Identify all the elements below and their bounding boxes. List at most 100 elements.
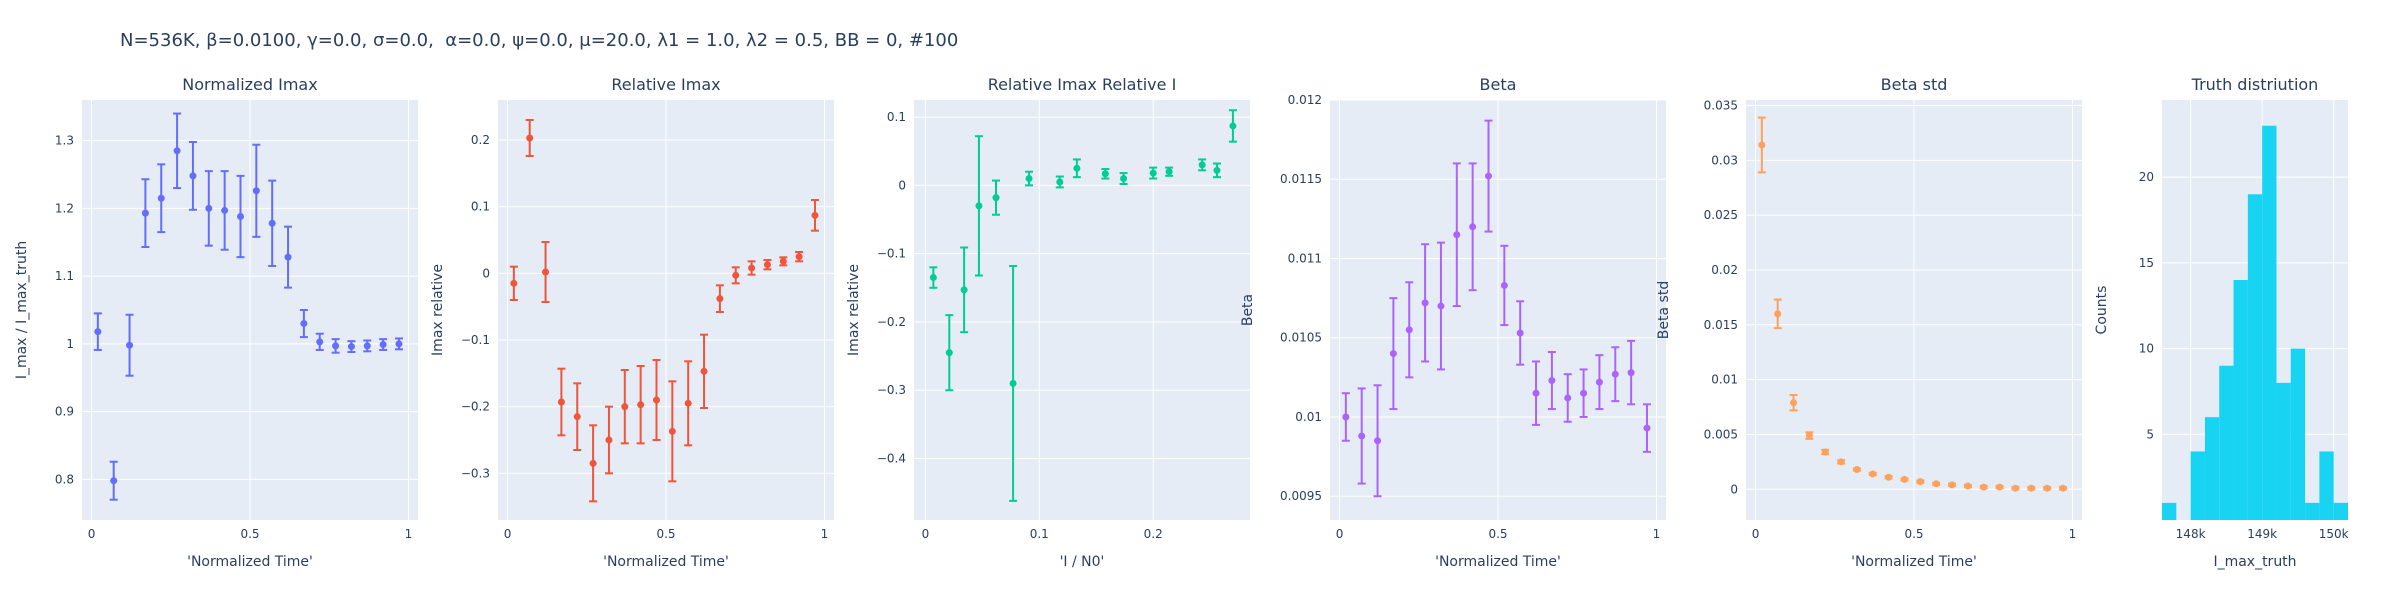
data-point [1374, 437, 1382, 445]
data-point [637, 401, 645, 409]
data-point [1342, 413, 1350, 421]
data-point [2043, 484, 2051, 492]
data-point [1980, 483, 1988, 491]
data-point [141, 209, 149, 217]
data-point [1516, 329, 1524, 337]
data-point [1948, 481, 1956, 489]
data-point [189, 172, 197, 180]
data-point [811, 211, 819, 219]
figure-title: N=536K, β=0.0100, γ=0.0, σ=0.0, α=0.0, ψ… [120, 30, 959, 51]
x-tick-label: 1 [821, 527, 829, 541]
x-tick-label: 0.5 [1488, 527, 1507, 541]
data-point [1101, 170, 1109, 178]
y-tick-label: 1.1 [55, 269, 74, 283]
x-tick-label: 0.5 [1904, 527, 1923, 541]
data-point [589, 459, 597, 467]
data-point [1964, 482, 1972, 490]
y-axis-label: Imax relative [430, 264, 446, 356]
y-tick-label: 5 [2146, 427, 2154, 441]
data-point [379, 341, 387, 349]
data-point [1900, 475, 1908, 483]
histogram-bar [2290, 348, 2306, 520]
y-tick-label: 0.9 [55, 405, 74, 419]
data-point [1627, 369, 1635, 377]
x-tick-label: 1 [405, 527, 413, 541]
data-point [316, 338, 324, 346]
data-point [960, 286, 968, 294]
data-point [363, 342, 371, 350]
histogram-bar [2276, 382, 2291, 520]
y-tick-label: 0.1 [471, 200, 490, 214]
y-tick-label: 0 [898, 178, 906, 192]
data-point [332, 342, 340, 350]
data-point [1500, 281, 1508, 289]
data-point [395, 340, 403, 348]
y-axis-label: Beta std [1656, 281, 1672, 339]
data-point [1389, 350, 1397, 358]
y-tick-label: 0.005 [1704, 427, 1738, 441]
y-tick-label: 1.3 [55, 134, 74, 148]
y-tick-label: 0.025 [1704, 208, 1738, 222]
data-point [1056, 178, 1064, 186]
y-tick-label: 0.8 [55, 472, 74, 486]
data-point [268, 219, 276, 227]
data-point [347, 343, 355, 351]
data-point [2011, 484, 2019, 492]
subplot-title: Beta std [1881, 75, 1948, 94]
data-point [1421, 299, 1429, 307]
data-point [748, 264, 756, 272]
x-tick-label: 0 [1752, 527, 1760, 541]
x-tick-label: 0 [922, 527, 930, 541]
data-point [1165, 168, 1173, 176]
data-point [1790, 399, 1798, 407]
data-point [1009, 379, 1017, 387]
plot-area [914, 100, 1250, 520]
data-point [1198, 161, 1206, 169]
subplot-title: Beta [1480, 75, 1517, 94]
y-tick-label: −0.4 [877, 452, 906, 466]
y-tick-label: 0.012 [1288, 93, 1322, 107]
data-point [1453, 231, 1461, 239]
y-axis-label: Imax relative [846, 264, 862, 356]
x-axis-label: 'I / N0' [1060, 554, 1105, 570]
data-point [1805, 432, 1813, 440]
y-tick-label: 0.01 [1295, 410, 1322, 424]
data-point [1025, 175, 1033, 183]
y-tick-label: 0.1 [887, 110, 906, 124]
data-point [621, 403, 629, 411]
data-point [1774, 310, 1782, 318]
data-point [110, 477, 118, 485]
data-point [763, 261, 771, 269]
data-point [732, 271, 740, 279]
data-point [1149, 169, 1157, 177]
data-point [173, 147, 181, 155]
data-point [236, 213, 244, 221]
data-point [605, 436, 613, 444]
data-point [1548, 377, 1556, 385]
y-tick-label: −0.1 [877, 247, 906, 261]
histogram-bar [2233, 280, 2248, 520]
y-tick-label: 0 [482, 266, 490, 280]
data-point [1213, 166, 1221, 174]
data-point [1821, 448, 1829, 456]
y-tick-label: 0.02 [1711, 263, 1738, 277]
x-tick-label: 0 [504, 527, 512, 541]
data-point [1120, 175, 1128, 183]
data-point [716, 295, 724, 303]
data-point [668, 427, 676, 435]
data-point [929, 274, 937, 282]
data-point [1885, 473, 1893, 481]
data-point [1073, 164, 1081, 172]
data-point [1358, 432, 1366, 440]
y-tick-label: −0.1 [461, 333, 490, 347]
data-point [1869, 470, 1877, 478]
y-tick-label: 1 [66, 337, 74, 351]
y-tick-label: 0 [1730, 482, 1738, 496]
data-point [779, 257, 787, 265]
y-tick-label: 0.0095 [1280, 489, 1322, 503]
data-point [684, 399, 692, 407]
data-point [557, 398, 565, 406]
histogram-bar [2305, 502, 2320, 520]
x-tick-label: 1 [2069, 527, 2077, 541]
